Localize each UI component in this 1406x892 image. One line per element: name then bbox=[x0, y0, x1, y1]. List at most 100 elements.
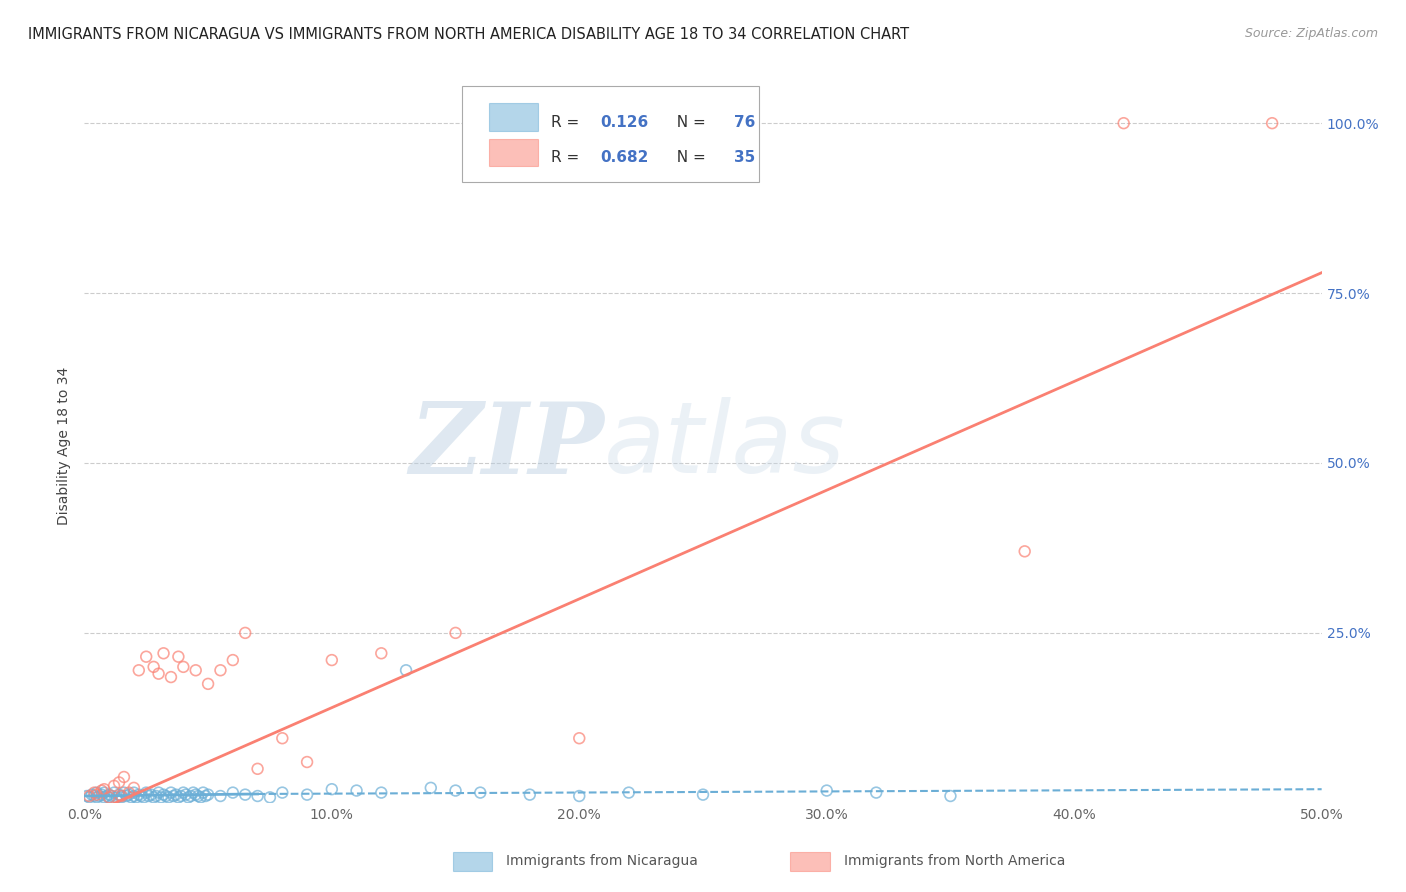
Point bbox=[142, 660, 165, 674]
Point bbox=[145, 789, 167, 803]
Point bbox=[160, 786, 183, 800]
Point bbox=[98, 790, 121, 805]
Point bbox=[295, 788, 318, 802]
Point bbox=[112, 770, 135, 784]
Point bbox=[155, 789, 177, 803]
Point bbox=[98, 790, 121, 805]
Text: Immigrants from Nicaragua: Immigrants from Nicaragua bbox=[506, 854, 697, 868]
Point bbox=[197, 788, 219, 802]
Point bbox=[246, 789, 269, 803]
Point bbox=[162, 789, 184, 803]
Point bbox=[692, 788, 714, 802]
Point bbox=[209, 789, 232, 803]
Point bbox=[142, 790, 165, 805]
Text: N =: N = bbox=[666, 150, 711, 165]
Point bbox=[90, 783, 112, 797]
Point bbox=[197, 677, 219, 691]
Text: R =: R = bbox=[551, 150, 583, 165]
Point bbox=[815, 783, 838, 797]
Point bbox=[167, 790, 190, 805]
Point bbox=[174, 788, 197, 802]
Point bbox=[167, 649, 190, 664]
Point bbox=[152, 646, 174, 660]
Point bbox=[191, 786, 214, 800]
Point bbox=[222, 786, 245, 800]
FancyBboxPatch shape bbox=[489, 139, 538, 166]
Point bbox=[370, 646, 392, 660]
Point bbox=[444, 626, 467, 640]
Point bbox=[135, 786, 157, 800]
Point bbox=[86, 786, 108, 800]
Point bbox=[259, 790, 281, 805]
Point bbox=[172, 786, 194, 800]
Point bbox=[1112, 116, 1135, 130]
Point bbox=[138, 789, 160, 803]
Point bbox=[128, 788, 150, 802]
Point bbox=[83, 789, 105, 803]
Point bbox=[96, 789, 118, 803]
Point bbox=[184, 663, 207, 677]
Point bbox=[1261, 116, 1284, 130]
Point bbox=[152, 788, 174, 802]
Point bbox=[160, 670, 183, 684]
Point bbox=[93, 782, 115, 797]
Point bbox=[1014, 544, 1036, 558]
Point bbox=[470, 786, 492, 800]
Text: IMMIGRANTS FROM NICARAGUA VS IMMIGRANTS FROM NORTH AMERICA DISABILITY AGE 18 TO : IMMIGRANTS FROM NICARAGUA VS IMMIGRANTS … bbox=[28, 27, 910, 42]
Point bbox=[148, 666, 170, 681]
Point bbox=[80, 788, 103, 802]
Point bbox=[395, 663, 418, 677]
Point bbox=[105, 790, 128, 805]
Point bbox=[187, 789, 209, 803]
Text: R =: R = bbox=[551, 114, 583, 129]
Text: Immigrants from North America: Immigrants from North America bbox=[844, 854, 1064, 868]
Text: 0.126: 0.126 bbox=[600, 114, 648, 129]
Point bbox=[125, 790, 148, 805]
Point bbox=[129, 789, 152, 803]
Point bbox=[90, 788, 112, 802]
Point bbox=[321, 653, 343, 667]
Point bbox=[110, 790, 132, 805]
Point bbox=[122, 780, 145, 795]
Text: 35: 35 bbox=[734, 150, 755, 165]
Point bbox=[118, 786, 141, 800]
Point bbox=[120, 790, 142, 805]
Point bbox=[939, 789, 962, 803]
Point bbox=[115, 789, 138, 803]
Point bbox=[79, 790, 101, 805]
Point bbox=[233, 626, 256, 640]
Point bbox=[110, 789, 132, 803]
Point bbox=[568, 731, 591, 746]
Point bbox=[132, 790, 155, 805]
Point bbox=[79, 789, 101, 803]
Point bbox=[321, 782, 343, 797]
Point bbox=[568, 789, 591, 803]
Point bbox=[180, 789, 202, 803]
Point bbox=[118, 788, 141, 802]
Point bbox=[98, 788, 121, 802]
Point bbox=[172, 660, 194, 674]
Point bbox=[76, 789, 98, 803]
Point bbox=[519, 788, 541, 802]
Point bbox=[865, 786, 887, 800]
Point bbox=[194, 789, 217, 803]
Point bbox=[93, 790, 115, 805]
Point bbox=[157, 790, 180, 805]
Point bbox=[222, 653, 245, 667]
Point bbox=[108, 775, 131, 789]
Text: Source: ZipAtlas.com: Source: ZipAtlas.com bbox=[1244, 27, 1378, 40]
Point bbox=[271, 731, 294, 746]
Point bbox=[128, 663, 150, 677]
Text: ZIP: ZIP bbox=[409, 398, 605, 494]
Point bbox=[86, 788, 108, 802]
Point bbox=[346, 783, 368, 797]
Point bbox=[209, 663, 232, 677]
Point bbox=[122, 786, 145, 800]
FancyBboxPatch shape bbox=[461, 86, 759, 182]
Point bbox=[370, 786, 392, 800]
Point bbox=[419, 780, 441, 795]
Point bbox=[246, 762, 269, 776]
Point bbox=[135, 649, 157, 664]
Point bbox=[170, 789, 193, 803]
Point bbox=[184, 788, 207, 802]
